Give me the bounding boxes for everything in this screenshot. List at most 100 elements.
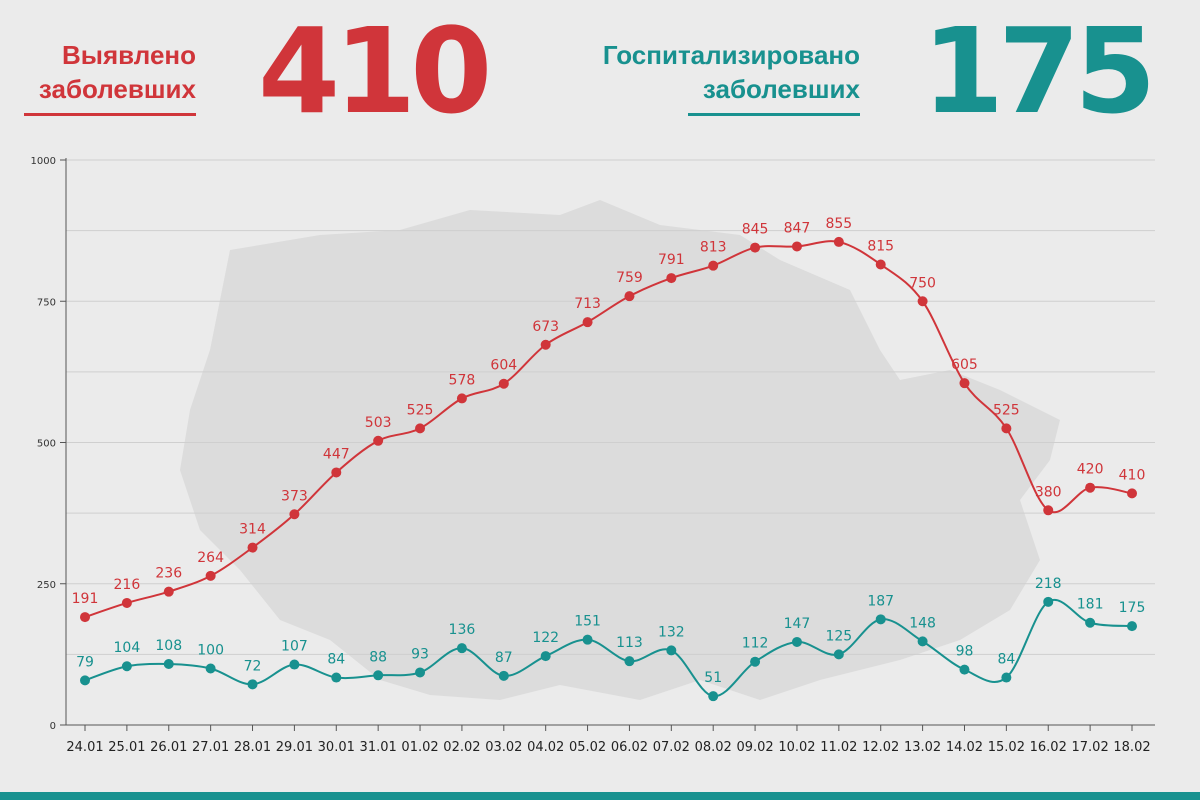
data-point: [1043, 505, 1054, 516]
data-label: 314: [239, 522, 266, 538]
data-label: 51: [704, 670, 722, 686]
data-label: 112: [742, 636, 769, 652]
data-label: 98: [956, 644, 974, 660]
data-point: [456, 643, 467, 654]
data-label: 113: [616, 635, 643, 651]
detected-label-line2: заболевших: [38, 74, 196, 104]
data-label: 84: [997, 652, 1015, 668]
data-point: [1085, 482, 1096, 493]
data-point: [875, 259, 886, 270]
data-point: [80, 675, 90, 686]
detected-underline: [24, 113, 196, 116]
data-label: 673: [532, 319, 559, 335]
data-point: [1085, 617, 1096, 628]
data-label: 216: [114, 577, 141, 593]
data-point: [289, 659, 300, 670]
data-label: 84: [327, 652, 345, 668]
data-point: [708, 691, 719, 702]
line-chart: 0 250 500 750 1000 24.01 25.01 26.01 27.01 28.01 2…: [31, 156, 1155, 755]
data-label: 813: [700, 240, 727, 256]
data-point: [875, 614, 886, 625]
x-tick-label: 14.02: [946, 740, 983, 755]
data-point: [833, 649, 844, 660]
data-label: 855: [825, 216, 852, 232]
x-tick-label: 13.02: [904, 740, 941, 755]
data-label: 791: [658, 252, 685, 268]
data-label: 503: [365, 415, 392, 431]
data-point: [582, 317, 593, 328]
data-point: [205, 570, 216, 581]
x-tick-label: 24.01: [66, 740, 103, 755]
data-point: [750, 242, 761, 253]
data-label: 750: [909, 275, 936, 291]
data-point: [456, 393, 467, 404]
data-point: [666, 645, 677, 656]
data-point: [1001, 672, 1012, 683]
x-tick-label: 30.01: [318, 740, 355, 755]
x-tick-label: 27.01: [192, 740, 229, 755]
data-point: [540, 651, 551, 662]
x-tick-label: 04.02: [527, 740, 564, 755]
data-point: [917, 296, 928, 307]
detected-label-line1: Выявлено: [61, 40, 196, 70]
y-tick-label: 250: [37, 580, 56, 591]
x-tick-label: 16.02: [1030, 740, 1067, 755]
data-point: [666, 273, 677, 284]
x-tick-label: 02.02: [443, 740, 480, 755]
data-label: 181: [1077, 597, 1104, 613]
data-label: 151: [574, 614, 601, 630]
data-point: [708, 260, 719, 271]
data-label: 525: [993, 402, 1020, 418]
data-label: 191: [72, 591, 99, 607]
x-tick-label: 29.01: [276, 740, 313, 755]
data-label: 93: [411, 646, 429, 662]
x-tick-label: 10.02: [778, 740, 815, 755]
data-label: 264: [197, 550, 224, 566]
data-label: 236: [155, 566, 182, 582]
data-label: 605: [951, 357, 978, 373]
data-label: 79: [76, 654, 94, 670]
data-label: 447: [323, 446, 350, 462]
hospitalized-underline: [688, 113, 860, 116]
x-tick-label: 12.02: [862, 740, 899, 755]
x-tick-label: 07.02: [653, 740, 690, 755]
data-label: 136: [449, 622, 476, 638]
data-label: 148: [909, 615, 936, 631]
data-label: 713: [574, 296, 601, 312]
data-label: 380: [1035, 484, 1062, 500]
data-point: [121, 597, 132, 608]
data-point: [917, 636, 928, 647]
detected-label: Выявлено заболевших: [24, 38, 196, 106]
data-point: [121, 661, 132, 672]
data-label: 845: [742, 222, 769, 238]
data-point: [247, 542, 258, 553]
data-point: [833, 236, 844, 247]
data-point: [415, 423, 426, 434]
data-label: 410: [1119, 467, 1146, 483]
data-label: 108: [155, 638, 182, 654]
data-label: 147: [784, 616, 811, 632]
data-point: [582, 634, 593, 645]
data-label: 218: [1035, 576, 1062, 592]
x-tick-label: 01.02: [401, 740, 438, 755]
series: 191 216 236 264 314 373 447 503 525 578 604 673 713 7…: [72, 216, 1146, 702]
data-point: [540, 339, 551, 350]
data-point: [289, 509, 300, 520]
data-label: 373: [281, 488, 308, 504]
data-point: [331, 672, 342, 683]
data-label: 525: [407, 402, 434, 418]
x-tick-label: 09.02: [736, 740, 773, 755]
data-label: 420: [1077, 462, 1104, 478]
data-point: [498, 670, 509, 681]
hospitalized-value: 175: [922, 2, 1156, 140]
data-point: [624, 656, 635, 667]
data-point: [163, 658, 174, 669]
x-tick-label: 18.02: [1113, 740, 1150, 755]
x-tick-label: 31.01: [360, 740, 397, 755]
data-label: 87: [495, 650, 513, 666]
x-tick-label: 25.01: [108, 740, 145, 755]
x-tick-label: 17.02: [1072, 740, 1109, 755]
data-label: 100: [197, 643, 224, 659]
y-tick-label: 0: [50, 721, 56, 732]
x-tick-label: 03.02: [485, 740, 522, 755]
